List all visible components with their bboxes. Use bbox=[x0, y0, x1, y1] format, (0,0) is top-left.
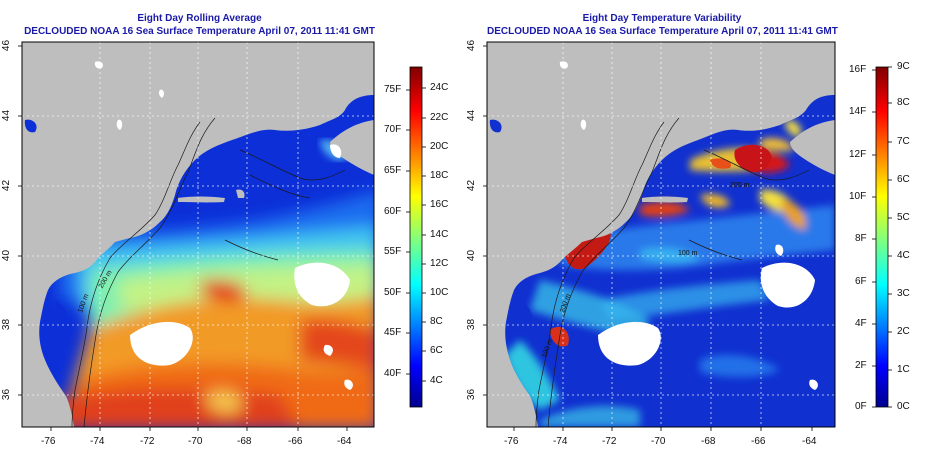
colorbar-2-f-label: 8F bbox=[855, 233, 867, 244]
colorbar-2-c-label: 3C bbox=[897, 288, 910, 299]
lat-tick: 38 bbox=[1, 318, 13, 331]
colorbar-1-c-label: 14C bbox=[430, 229, 449, 240]
lat-tick: 38 bbox=[466, 318, 478, 331]
colorbar-2-c-label: 2C bbox=[897, 326, 910, 337]
lon-tick: -74 bbox=[90, 436, 105, 447]
graticule bbox=[22, 42, 374, 427]
lat-tick: 40 bbox=[1, 249, 13, 262]
colorbar-1-f-label: 50F bbox=[384, 287, 402, 298]
lon-tick: -68 bbox=[701, 436, 716, 447]
colorbar-1-f-label: 65F bbox=[384, 165, 402, 176]
lon-tick: -70 bbox=[651, 436, 666, 447]
colorbar-1-c-label: 12C bbox=[430, 258, 449, 269]
colorbar-2-f-label: 10F bbox=[849, 191, 867, 202]
colorbar-2-c-label: 0C bbox=[897, 401, 910, 412]
panel-1-subtitle: DECLOUDED NOAA 16 Sea Surface Temperatur… bbox=[24, 26, 375, 37]
colorbar-1-c-label: 18C bbox=[430, 170, 449, 181]
lon-tick: -72 bbox=[140, 436, 155, 447]
lon-tick: -76 bbox=[504, 436, 519, 447]
variability-map bbox=[487, 42, 835, 427]
colorbar-2-f-label: 14F bbox=[849, 106, 867, 117]
lat-tick: 46 bbox=[1, 39, 13, 52]
sst-map bbox=[22, 42, 374, 427]
lat-tick: 42 bbox=[466, 179, 478, 192]
lat-tick: 36 bbox=[1, 388, 13, 401]
colorbar-2-f-label: 16F bbox=[849, 64, 867, 75]
colorbar-2-f-label: 6F bbox=[855, 276, 867, 287]
colorbar-2 bbox=[875, 66, 889, 408]
lat-tick: 44 bbox=[466, 109, 478, 122]
no-data-patch-1 bbox=[130, 321, 193, 366]
colorbar-1-f-label: 45F bbox=[384, 327, 402, 338]
lon-tick: -74 bbox=[553, 436, 568, 447]
colorbar-1-c-label: 24C bbox=[430, 82, 449, 93]
colorbar-2-c-label: 7C bbox=[897, 136, 910, 147]
colorbar-2-f-label: 0F bbox=[855, 401, 867, 412]
colorbar-2-f-label: 12F bbox=[849, 149, 867, 160]
lat-tick: 46 bbox=[466, 39, 478, 52]
high-variability-patch bbox=[565, 231, 611, 270]
colorbar-1-c-label: 16C bbox=[430, 199, 449, 210]
lon-tick: -64 bbox=[802, 436, 817, 447]
colorbar-1-c-label: 6C bbox=[430, 345, 443, 356]
panel-2-subtitle: DECLOUDED NOAA 16 Sea Surface Temperatur… bbox=[487, 26, 838, 37]
depth-contours bbox=[71, 117, 346, 427]
land-mass-2 bbox=[487, 42, 835, 427]
colorbar-1-f-label: 75F bbox=[384, 84, 402, 95]
graticule-2 bbox=[487, 42, 835, 427]
land-mass-1 bbox=[22, 42, 374, 427]
no-data-patch-2 bbox=[294, 262, 350, 307]
colorbar-2-c-label: 5C bbox=[897, 212, 910, 223]
lat-tick: 44 bbox=[1, 109, 13, 122]
colorbar-2-f-label: 2F bbox=[855, 360, 867, 371]
colorbar-1-c-label: 8C bbox=[430, 316, 443, 327]
panel-1-title: Eight Day Rolling Average bbox=[137, 13, 262, 24]
colorbar-1-f-label: 40F bbox=[384, 368, 402, 379]
lon-tick: -66 bbox=[751, 436, 766, 447]
panel-2-title: Eight Day Temperature Variability bbox=[582, 13, 742, 24]
colorbar-1-c-label: 10C bbox=[430, 287, 449, 298]
colorbar-2-c-label: 4C bbox=[897, 250, 910, 261]
colorbar-1 bbox=[409, 66, 423, 408]
colorbar-2-c-label: 8C bbox=[897, 97, 910, 108]
colorbar-2-c-label: 1C bbox=[897, 364, 910, 375]
lon-tick: -66 bbox=[288, 436, 303, 447]
colorbar-1-f-label: 60F bbox=[384, 206, 402, 217]
colorbar-2-f-label: 4F bbox=[855, 318, 867, 329]
lon-tick: -76 bbox=[41, 436, 56, 447]
colorbar-2-c-label: 9C bbox=[897, 61, 910, 72]
lon-tick: -70 bbox=[188, 436, 203, 447]
colorbar-1-f-label: 70F bbox=[384, 124, 402, 135]
depth-contours-2 bbox=[535, 117, 810, 427]
colorbar-1-c-label: 4C bbox=[430, 375, 443, 386]
colorbar-1-c-label: 22C bbox=[430, 112, 449, 123]
colorbar-1-f-label: 55F bbox=[384, 246, 402, 257]
lat-tick: 36 bbox=[466, 388, 478, 401]
lat-tick: 42 bbox=[1, 179, 13, 192]
lat-tick: 40 bbox=[466, 249, 478, 262]
contour-label: 100 m bbox=[678, 250, 698, 257]
colorbar-1-c-label: 20C bbox=[430, 141, 449, 152]
lon-tick: -68 bbox=[237, 436, 252, 447]
lon-tick: -64 bbox=[337, 436, 352, 447]
contour-label: 200 m bbox=[730, 182, 750, 189]
colorbar-2-c-label: 6C bbox=[897, 174, 910, 185]
lon-tick: -72 bbox=[602, 436, 617, 447]
